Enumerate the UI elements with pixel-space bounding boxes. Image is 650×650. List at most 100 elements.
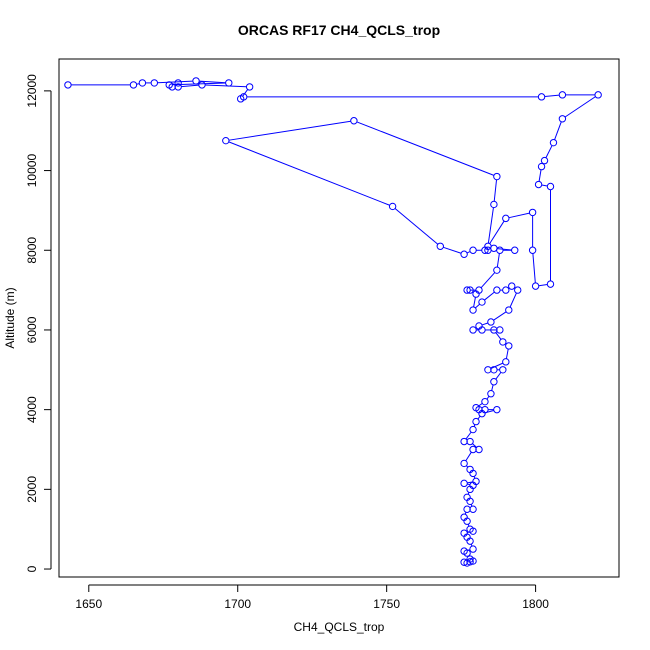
series-segment xyxy=(497,248,512,251)
data-point xyxy=(493,172,501,181)
data-point xyxy=(129,81,138,89)
data-point xyxy=(460,459,468,468)
x-tick-label: 1700 xyxy=(224,597,251,611)
data-point xyxy=(546,182,555,191)
y-tick-label: 12000 xyxy=(25,74,39,108)
data-point xyxy=(549,138,558,147)
data-point xyxy=(490,378,498,386)
data-point xyxy=(481,397,489,406)
data-point xyxy=(466,465,474,474)
series-segment xyxy=(505,348,509,359)
data-point xyxy=(475,286,483,294)
series-segment xyxy=(480,272,496,289)
data-point xyxy=(245,83,254,91)
data-point xyxy=(460,547,468,555)
series-segment xyxy=(495,332,502,340)
data-point xyxy=(472,403,480,412)
data-point xyxy=(475,322,483,330)
data-point xyxy=(469,505,477,513)
data-point xyxy=(528,246,537,254)
series-segment xyxy=(205,84,247,88)
data-point xyxy=(460,513,468,521)
data-point xyxy=(531,282,540,290)
data-point xyxy=(493,405,501,414)
y-axis: 0 2000 4000 6000 8000 10000 12000 xyxy=(25,74,52,572)
data-point xyxy=(472,417,480,426)
series-segment xyxy=(443,246,462,254)
data-point xyxy=(463,493,471,502)
data-point xyxy=(546,280,555,288)
data-point xyxy=(484,242,492,250)
chart-title: ORCAS RF17 CH4_QCLS_trop xyxy=(238,22,440,38)
data-point xyxy=(502,214,510,223)
data-point xyxy=(222,136,230,145)
series-segment xyxy=(544,94,560,98)
data-point xyxy=(469,425,477,434)
series-segment xyxy=(493,179,498,202)
x-tick-label: 1800 xyxy=(522,597,549,611)
series-segment xyxy=(487,207,494,244)
y-tick-label: 0 xyxy=(25,565,39,572)
data-point xyxy=(484,246,492,254)
data-point xyxy=(490,244,498,252)
data-point xyxy=(469,445,477,454)
series-segment xyxy=(465,451,472,462)
series-segment xyxy=(495,372,502,380)
series-segment xyxy=(486,395,490,400)
data-point xyxy=(436,242,444,250)
series-segment xyxy=(228,120,351,141)
data-point xyxy=(466,286,474,294)
data-point xyxy=(487,318,495,326)
y-tick-label: 10000 xyxy=(25,154,39,188)
series-segment xyxy=(491,384,494,391)
data-point xyxy=(594,91,602,99)
series-segment xyxy=(489,220,505,244)
data-point xyxy=(466,555,474,563)
data-point xyxy=(514,286,522,294)
data-point xyxy=(460,479,468,488)
series-segment xyxy=(473,297,476,307)
series-segment xyxy=(538,284,548,287)
data-point xyxy=(537,93,546,101)
data-point xyxy=(460,250,468,258)
data-point xyxy=(466,558,474,566)
y-tick-label: 6000 xyxy=(25,316,39,343)
series-segment xyxy=(496,253,500,268)
series-ch4 xyxy=(64,77,602,567)
data-point xyxy=(463,286,471,294)
x-axis-label: CH4_QCLS_trop xyxy=(294,620,385,634)
data-point xyxy=(472,477,480,486)
data-point xyxy=(537,162,546,171)
series-segment xyxy=(199,80,226,84)
data-point xyxy=(505,342,513,350)
data-point xyxy=(475,445,483,454)
data-point xyxy=(508,282,516,290)
data-point xyxy=(165,81,173,89)
series-segment xyxy=(541,184,548,187)
series-segment xyxy=(242,89,249,97)
plot-frame xyxy=(58,58,620,578)
data-point xyxy=(192,77,200,85)
series-segment xyxy=(554,121,562,140)
data-point xyxy=(499,366,507,374)
data-point xyxy=(505,306,513,314)
data-point xyxy=(528,208,537,217)
data-point xyxy=(490,200,498,209)
data-point xyxy=(502,286,510,294)
data-point xyxy=(469,326,477,334)
data-point xyxy=(469,306,477,314)
x-tick-label: 1750 xyxy=(373,597,400,611)
data-point xyxy=(493,266,501,274)
data-point xyxy=(499,338,507,346)
data-point xyxy=(534,180,543,189)
y-tick-label: 8000 xyxy=(25,237,39,264)
data-point xyxy=(460,437,468,446)
series-segment xyxy=(475,303,480,309)
data-point xyxy=(225,79,233,87)
data-point xyxy=(484,366,492,374)
data-point xyxy=(478,298,486,306)
series-segment xyxy=(508,212,530,219)
series-segment xyxy=(481,322,489,326)
data-point xyxy=(469,246,477,254)
